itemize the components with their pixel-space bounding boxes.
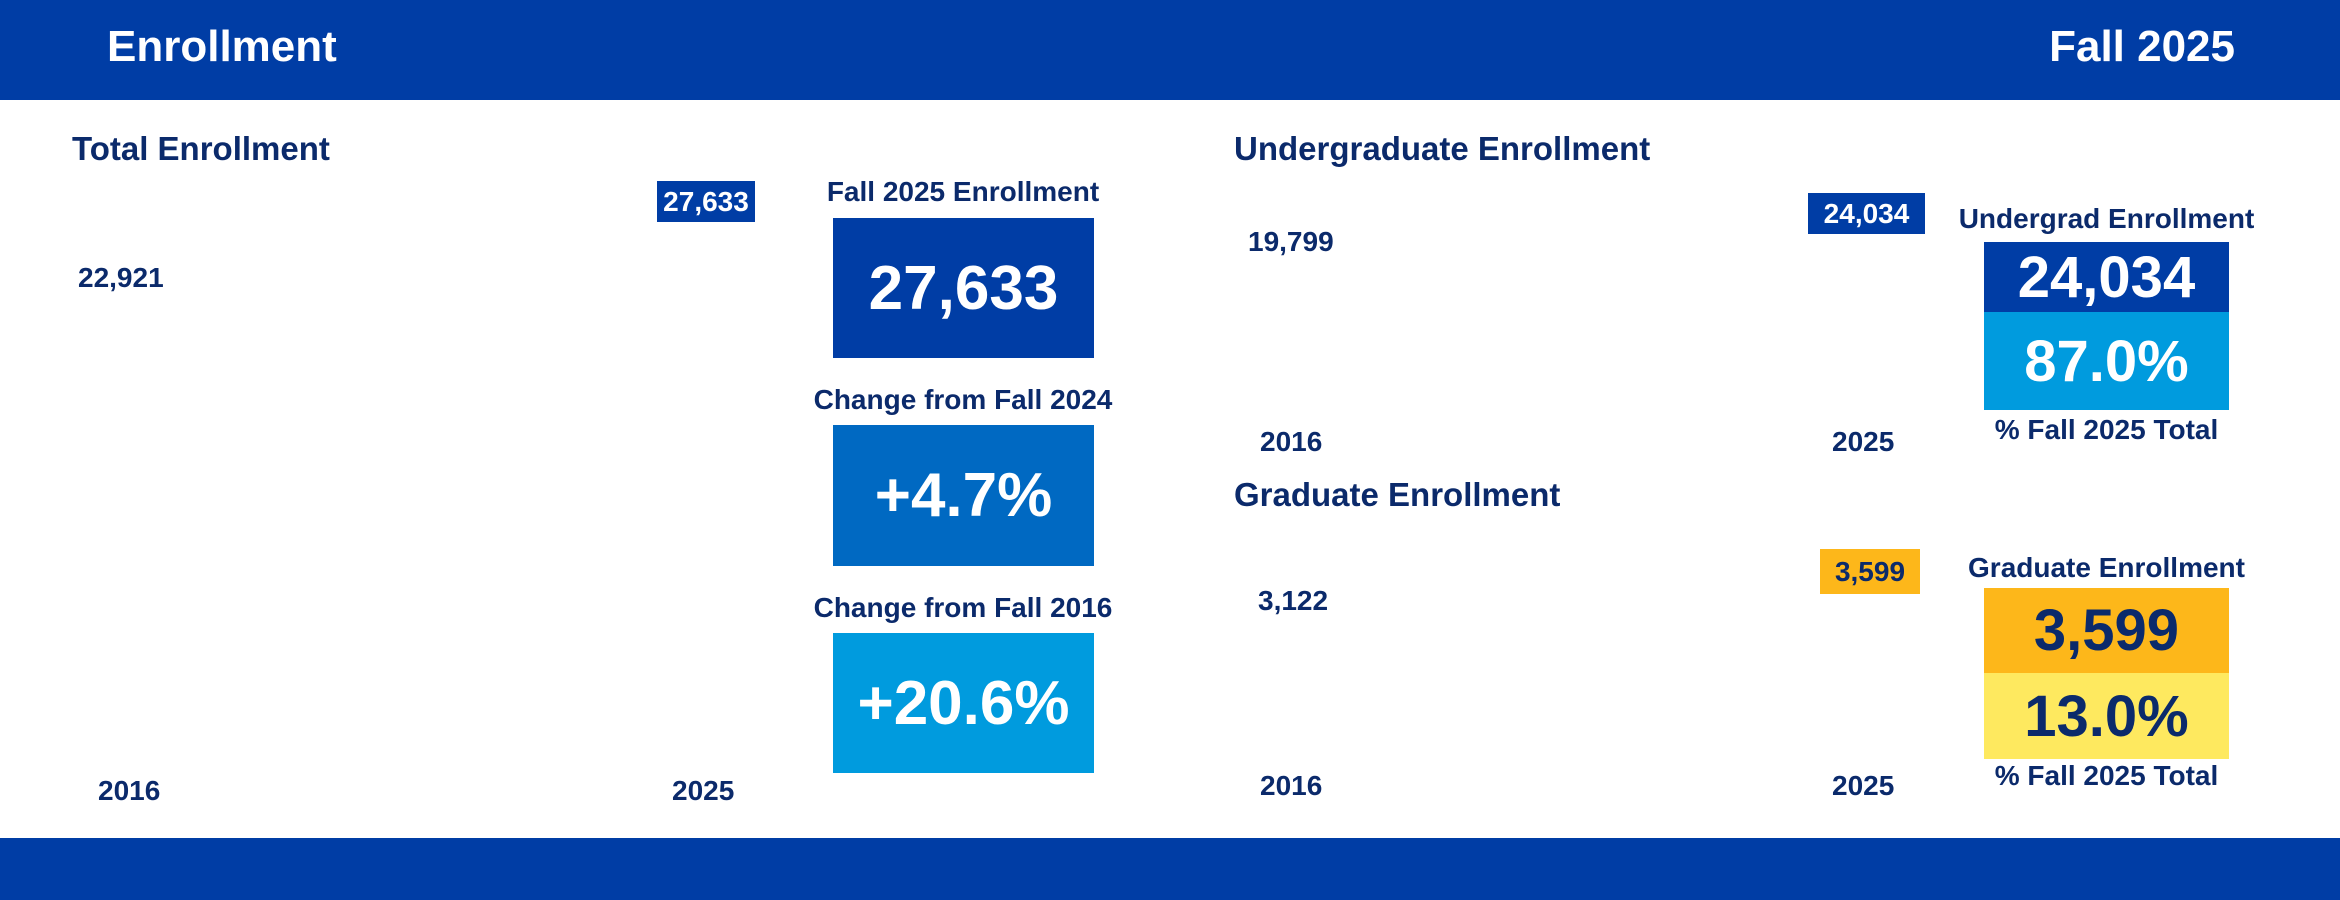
- grad-box-value: 3,599: [1984, 588, 2229, 673]
- term-label: Fall 2025: [2049, 22, 2235, 71]
- total-first-label: 22,921: [78, 262, 164, 293]
- ug-last-label: 24,034: [1808, 193, 1925, 234]
- ug-x-end: 2025: [1832, 426, 1895, 457]
- change-2024-label: Change from Fall 2024: [813, 384, 1113, 415]
- ug-x-start: 2016: [1260, 426, 1323, 457]
- grad-first-label: 3,122: [1258, 585, 1329, 616]
- fall-enrollment-value: 27,633: [833, 218, 1094, 358]
- ug-first-label: 19,799: [1248, 226, 1334, 257]
- total-chart-title: Total Enrollment: [72, 130, 330, 167]
- ug-box-pct: 87.0%: [1984, 312, 2229, 410]
- change-2016-label: Change from Fall 2016: [813, 592, 1113, 623]
- grad-box-label: Graduate Enrollment: [1968, 552, 2245, 583]
- ug-box-label: Undergrad Enrollment: [1958, 203, 2255, 234]
- fall-enrollment-label: Fall 2025 Enrollment: [826, 176, 1100, 207]
- change-2024-value: +4.7%: [833, 425, 1094, 566]
- header-bar: Enrollment Fall 2025: [0, 0, 2340, 100]
- ug-chart-title: Undergraduate Enrollment: [1234, 130, 1651, 167]
- total-last-label: 27,633: [657, 181, 755, 222]
- ug-box-value: 24,034: [1984, 242, 2229, 312]
- grad-box-caption: % Fall 2025 Total: [1994, 760, 2219, 791]
- total-x-start: 2016: [98, 775, 161, 806]
- ug-box-caption: % Fall 2025 Total: [1994, 414, 2219, 445]
- change-2016-value: +20.6%: [833, 633, 1094, 773]
- grad-last-label: 3,599: [1820, 549, 1920, 594]
- grad-x-end: 2025: [1832, 770, 1895, 801]
- grad-chart-title: Graduate Enrollment: [1234, 476, 1561, 513]
- total-x-end: 2025: [672, 775, 735, 806]
- page-title: Enrollment: [107, 22, 337, 71]
- grad-x-start: 2016: [1260, 770, 1323, 801]
- footer-bar: [0, 838, 2340, 900]
- grad-box-pct: 13.0%: [1984, 673, 2229, 759]
